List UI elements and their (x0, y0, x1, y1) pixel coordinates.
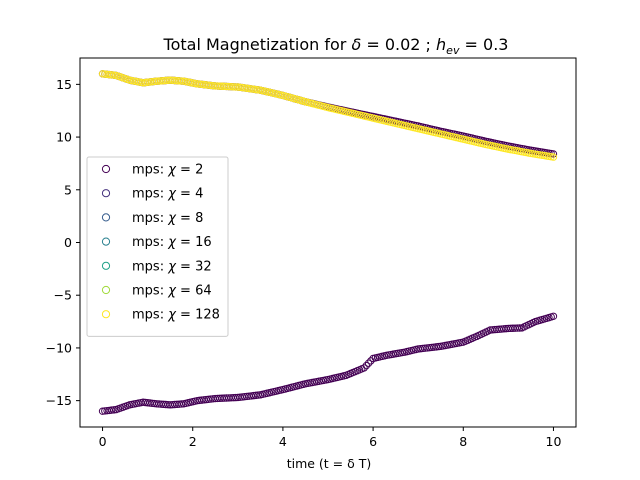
x-tick-label: 4 (279, 434, 287, 449)
data-point (549, 312, 558, 320)
legend-marker (101, 213, 111, 222)
title-prefix: Total Magnetization for (163, 35, 352, 54)
data-point (513, 324, 522, 332)
title-h-symbol: h (436, 35, 446, 54)
legend-marker (101, 310, 111, 319)
x-tick-label: 2 (189, 434, 197, 449)
legend-box (86, 156, 229, 337)
data-point (515, 324, 524, 332)
data-point (360, 364, 368, 372)
chart-title: Total Magnetization for δ = 0.02 ; hev =… (163, 35, 509, 57)
x-tick-label: 6 (369, 434, 377, 449)
series-lower-markers (98, 312, 558, 415)
data-point (362, 361, 371, 370)
legend-entry-label: mps: χ = 4 (132, 187, 203, 202)
data-point (434, 342, 443, 351)
legend-entry-label: mps: χ = 64 (132, 284, 212, 299)
y-tick-label: −10 (46, 340, 72, 355)
title-delta-symbol: δ (351, 35, 361, 54)
legend-marker (101, 164, 111, 174)
series-upper-markers (98, 70, 558, 161)
legend-marker (101, 237, 111, 246)
title-delta-value: = 0.02 ; (361, 35, 436, 54)
legend-entry-label: mps: χ = 2 (132, 163, 203, 178)
data-point (549, 153, 558, 161)
data-point (252, 391, 260, 400)
y-tick-label: 10 (56, 130, 72, 145)
y-tick-label: 15 (56, 77, 72, 92)
data-point (107, 406, 116, 414)
x-tick-label: 8 (459, 434, 467, 449)
legend: mps: χ = 2 mps: χ = 4 mps: χ = 8 mps: χ = 1… (86, 156, 229, 337)
title-h-subscript: ev (446, 44, 460, 57)
data-point (177, 400, 186, 408)
data-point (364, 359, 373, 367)
y-tick-label: 5 (64, 182, 72, 197)
legend-entry-label: mps: χ = 16 (132, 235, 212, 250)
data-point (177, 77, 186, 85)
y-tick-label: −15 (46, 393, 72, 408)
y-tick-label: 0 (64, 235, 72, 250)
legend-entry-label: mps: χ = 32 (132, 259, 212, 274)
x-tick-label: 0 (99, 434, 107, 449)
x-tick-label: 10 (546, 434, 562, 449)
legend-marker (101, 285, 111, 295)
x-axis-label: time (t = δ T) (287, 456, 372, 471)
legend-marker (101, 261, 111, 270)
data-points (98, 70, 558, 415)
data-point (107, 71, 116, 79)
legend-marker (101, 189, 111, 198)
y-tick-label: −5 (54, 288, 72, 303)
legend-entry-label: mps: χ = 128 (132, 308, 220, 323)
title-h-value: = 0.3 (459, 35, 508, 54)
axes: 0 2 4 6 8 10 −15 −10 −5 0 5 10 15 (46, 57, 577, 449)
legend-entry-label: mps: χ = 8 (132, 211, 203, 226)
